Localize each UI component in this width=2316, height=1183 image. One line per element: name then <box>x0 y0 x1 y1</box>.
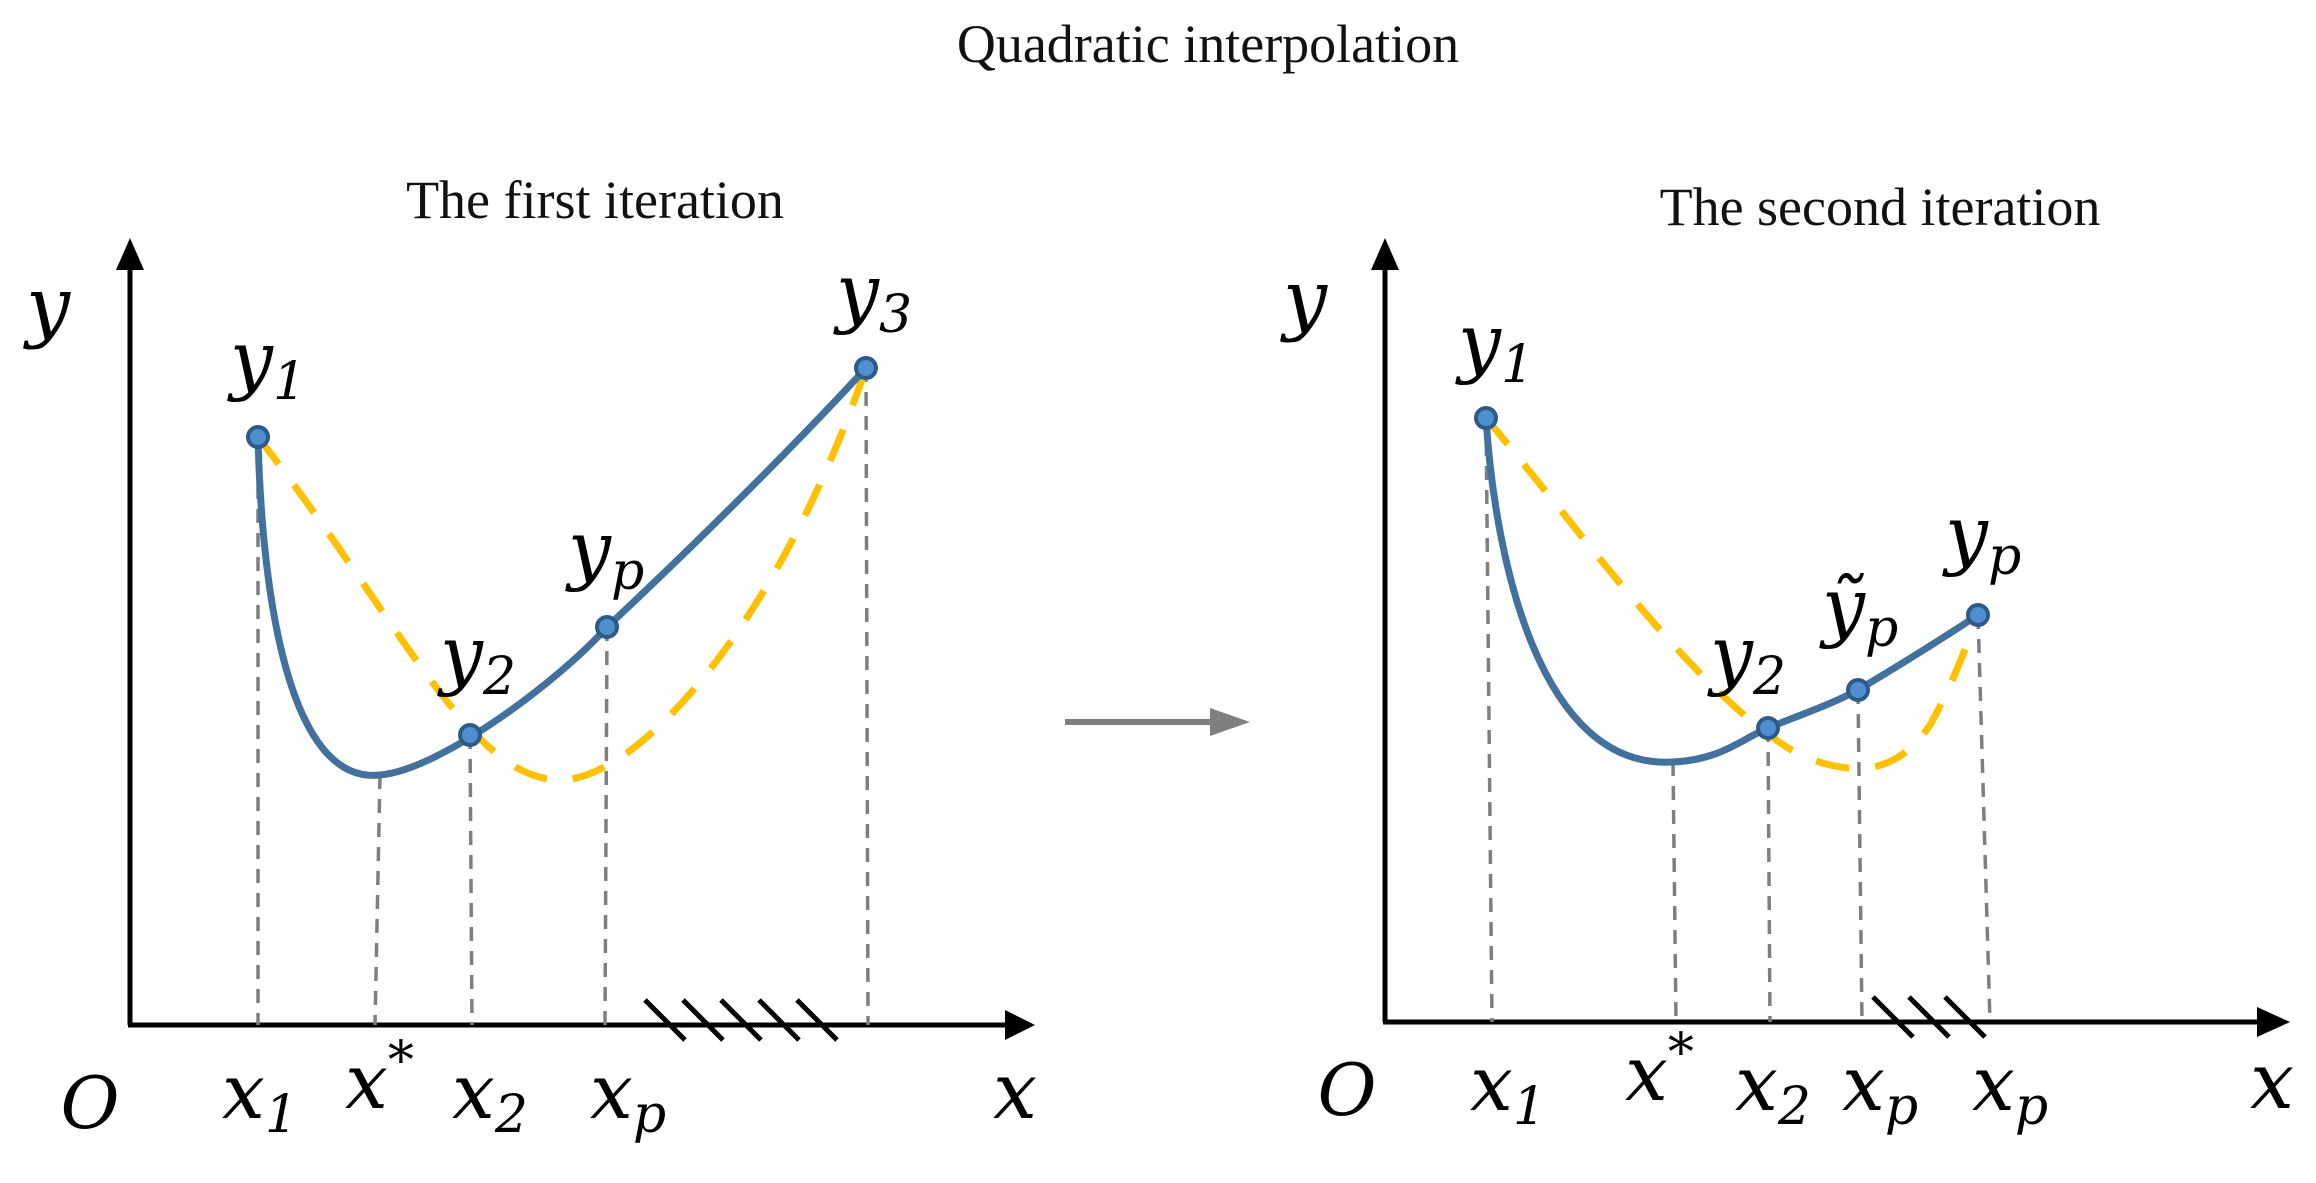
tick-xstar: x* <box>345 1031 414 1126</box>
tick-xp: xp <box>1842 1039 1918 1137</box>
interpolation-parabola <box>255 366 870 784</box>
eliminated-interval-hatching <box>643 998 839 1042</box>
guide-lines <box>256 367 870 1026</box>
panel-first-iteration: The first iteration y x O <box>23 170 1037 1145</box>
tick-xp: xp <box>590 1047 666 1145</box>
point-y2 <box>1756 716 1780 740</box>
label-yp: yp <box>565 504 644 602</box>
label-y1: y1 <box>1455 297 1534 395</box>
tick-x2: x2 <box>1735 1039 1811 1137</box>
point-yp <box>1966 603 1990 627</box>
y-axis-arrowhead <box>116 238 144 270</box>
guide-lines <box>1484 417 1992 1023</box>
tick-x2: x2 <box>452 1047 528 1145</box>
eliminated-interval-hatching <box>1871 995 1987 1039</box>
label-ytilde-p: ỹp <box>1819 561 1898 659</box>
label-y1: y1 <box>227 314 306 412</box>
point-yp <box>595 615 619 639</box>
y-axis-arrowhead <box>1371 238 1399 270</box>
label-y2: y2 <box>1707 609 1786 707</box>
panel-second-iteration: The second iteration y x O <box>1280 177 2294 1137</box>
tick-xstar: x* <box>1625 1023 1694 1118</box>
x-axis-label: x <box>993 1047 1037 1137</box>
diagram-title: Quadratic interpolation <box>957 14 1459 74</box>
label-yp: yp <box>1942 489 2021 587</box>
point-y3 <box>854 356 878 380</box>
guide-xp <box>603 626 609 1026</box>
tick-x1: x1 <box>222 1047 298 1145</box>
label-y3: y3 <box>833 247 912 345</box>
point-y1 <box>1474 406 1498 430</box>
tick-x1: x1 <box>1470 1039 1546 1137</box>
origin-label: O <box>60 1061 119 1145</box>
label-y2: y2 <box>437 609 516 707</box>
guide-x3 <box>864 367 870 1026</box>
point-y2 <box>458 723 482 747</box>
objective-curve <box>254 364 870 779</box>
guide-x2 <box>1766 727 1772 1023</box>
axes <box>1371 238 2290 1037</box>
panel-heading: The first iteration <box>406 170 784 230</box>
interpolation-parabola <box>1483 415 1982 772</box>
x-axis-arrowhead <box>1005 1010 1035 1040</box>
y-axis-label: y <box>1280 254 1328 344</box>
tick-xp-2: xp <box>1972 1039 2048 1137</box>
x-axis-arrowhead <box>2257 1007 2290 1037</box>
panel-heading: The second iteration <box>1660 177 2101 237</box>
objective-curve <box>1482 414 1982 766</box>
guide-x2 <box>468 734 474 1026</box>
guide-ytilde-p <box>1856 689 1864 1023</box>
origin-label: O <box>1317 1048 1376 1132</box>
guide-x1 <box>1484 417 1494 1023</box>
x-axis-label: x <box>2250 1037 2294 1127</box>
guide-yp <box>1976 614 1992 1023</box>
point-ytilde-p <box>1846 678 1870 702</box>
point-y1 <box>246 425 270 449</box>
y-axis-label: y <box>23 261 71 351</box>
axes <box>116 238 1035 1040</box>
transition-arrow <box>1065 708 1250 736</box>
guide-xstar <box>373 774 382 1026</box>
guide-xstar <box>1671 761 1678 1023</box>
